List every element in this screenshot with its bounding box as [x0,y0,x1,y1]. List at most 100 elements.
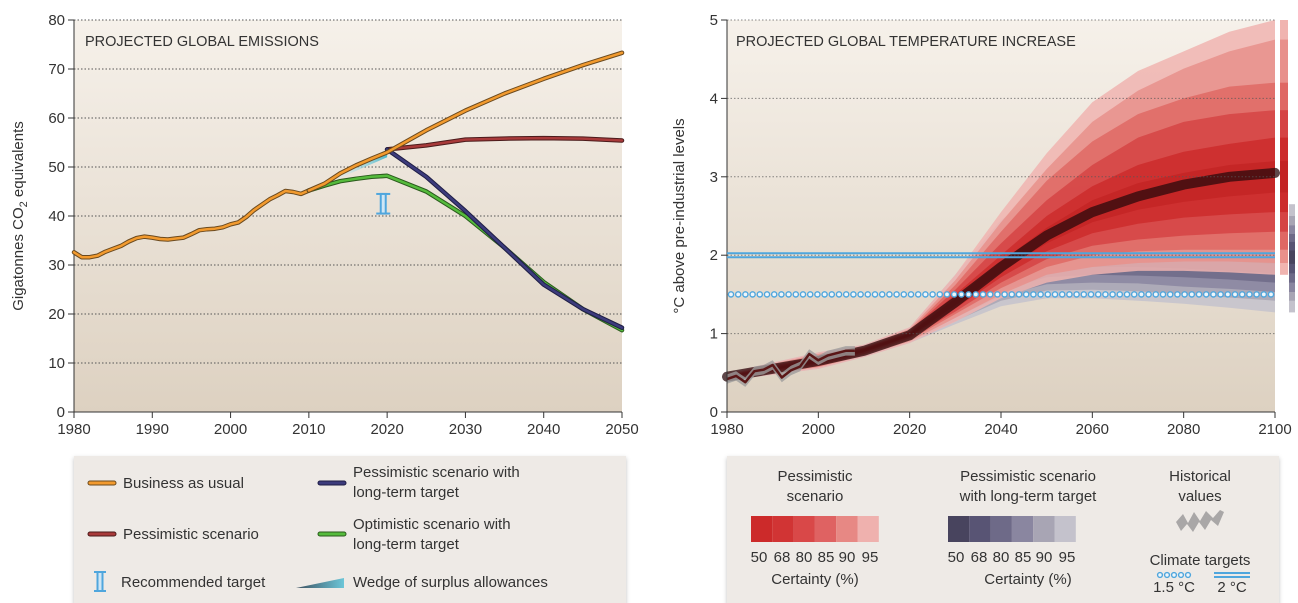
emissions-x-tick-label: 2010 [292,421,325,438]
certainty-value-label: 90 [1036,549,1053,566]
target-1-5c-dot [914,291,922,298]
target-1-5c-dot [943,291,951,298]
target-1-5c-dot [821,291,828,298]
legend-target-dot [1177,571,1185,579]
target-1-5c-dot [763,291,771,298]
temperature-x-tick-label: 2000 [802,421,835,438]
legend-long-term-title-line1: Pessimistic scenario [960,468,1096,485]
target-1-5c-dot [1080,291,1088,298]
target-1-5c-dot [1174,291,1181,298]
legend-label-pessimistic-long-term-line2: long-term target [353,484,460,501]
emissions-y-tick-label: 20 [48,306,65,323]
temperature-x-tick-label: 2060 [1076,421,1109,438]
legend-target-dot [1156,571,1164,579]
certainty-swatch [948,516,970,542]
target-1-5c-dot [1116,291,1124,298]
target-1-5c-dot [1044,291,1052,298]
target-1-5c-dot [1231,291,1239,298]
emissions-x-tick-label: 2030 [449,421,482,438]
certainty-swatch [990,516,1012,542]
target-1-5c-dot [1008,291,1016,298]
target-1-5c-dot [727,291,735,298]
historical-values-icon [1176,510,1224,532]
target-1-5c-dot [972,291,980,298]
wedge-icon [296,578,344,588]
emissions-y-tick-label: 60 [48,110,65,127]
legend-item-pessimistic-scenario: Pessimistic scenario [87,526,259,543]
legend-target-2-label: 2 °C [1217,579,1247,596]
temperature-panel: 0 1 2 3 4 5 1980 2000 2020 2040 2060 2080 2100 PROJE… [671,12,1295,438]
certainty-value-label: 95 [1059,549,1076,566]
temperature-y-tick-label: 3 [710,169,718,186]
target-1-5c-dot [1181,291,1188,298]
target-1-5c-dot [778,291,785,298]
emissions-y-tick-label: 70 [48,61,65,78]
certainty-value-label: 80 [796,549,813,566]
temperature-y-tick-label: 0 [710,404,718,421]
end-range-bars [1280,20,1295,313]
temperature-grid [727,19,1275,335]
certainty-swatch [814,516,837,542]
target-1-5c-dot [785,291,792,298]
recommended-target-marker [376,192,391,215]
long-term-end-range-50 [1289,250,1295,264]
pessimistic-end-range-50 [1280,161,1288,193]
legend-item-wedge: Wedge of surplus allowances [296,574,548,591]
certainty-value-label: 90 [839,549,856,566]
target-1-5c-dot [770,291,778,298]
emissions-y-tick-label: 10 [48,355,65,372]
target-1-5c-dot [850,291,857,298]
emissions-plot-area [71,50,625,333]
target-1-5c-dot [734,291,742,298]
target-1-5c-dot [792,291,800,298]
long-term-certainty-values: 50 68 80 85 90 95 [948,549,1076,566]
legend-item-pessimistic-long-term: Pessimistic scenario with long-term targ… [317,464,520,501]
median-core-band [722,167,1280,382]
target-1-5c-dot [1238,291,1246,298]
target-1-5c-dot [842,291,850,298]
target-1-5c-dot [1037,291,1044,298]
target-1-5c-dot [958,291,965,298]
legend-historical-title-line1: Historical [1169,468,1231,485]
certainty-value-label: 68 [971,549,988,566]
historical-emissions-line [72,189,311,259]
certainty-value-label: 85 [818,549,835,566]
certainty-swatch [857,516,879,542]
target-1-5c-dot [1195,291,1203,298]
certainty-value-label: 50 [751,549,768,566]
certainty-value-label: 95 [862,549,879,566]
target-1-5c-dot [994,291,1001,298]
target-1-5c-dot [907,291,915,298]
emissions-x-tick-label: 1990 [136,421,169,438]
target-1-5c-dot [835,291,843,298]
temperature-axes: 0 1 2 3 4 5 1980 2000 2020 2040 2060 2080 2100 [710,12,1292,438]
target-1-5c-dot [1015,291,1023,298]
certainty-value-label: 85 [1015,549,1032,566]
target-1-5c-dot [1123,291,1131,298]
target-1-5c-dot [1152,291,1160,298]
target-1-5c-dot [1202,291,1210,298]
target-1-5c-dot [864,291,872,298]
target-1-5c-dot [828,291,836,298]
emissions-y-tick-label: 80 [48,12,65,29]
temperature-panel-title: PROJECTED GLOBAL TEMPERATURE INCREASE [736,34,1076,50]
target-1-5c-dot [1073,291,1080,298]
target-1-5c-dot [1260,291,1268,298]
legend-pessimistic-title-line1: Pessimistic [777,468,853,485]
certainty-swatch [969,516,991,542]
temperature-y-tick-label: 5 [710,12,718,29]
target-1-5c-dot [965,291,972,298]
target-1-5c-dot [1253,291,1260,298]
emissions-x-tick-label: 2040 [527,421,560,438]
temperature-x-tick-label: 1980 [710,421,743,438]
target-1-5c-dot [1246,291,1253,298]
target-1-5c-dot [749,291,756,298]
legend-label-pessimistic-long-term-line1: Pessimistic scenario with [353,464,520,481]
legend-historical-title-line2: values [1178,488,1221,505]
legend-target-1-5-icon [1156,571,1192,579]
business-as-usual-line [307,51,624,192]
certainty-swatch [1033,516,1055,542]
target-1-5c-dot [799,291,807,298]
certainty-value-label: 50 [948,549,965,566]
